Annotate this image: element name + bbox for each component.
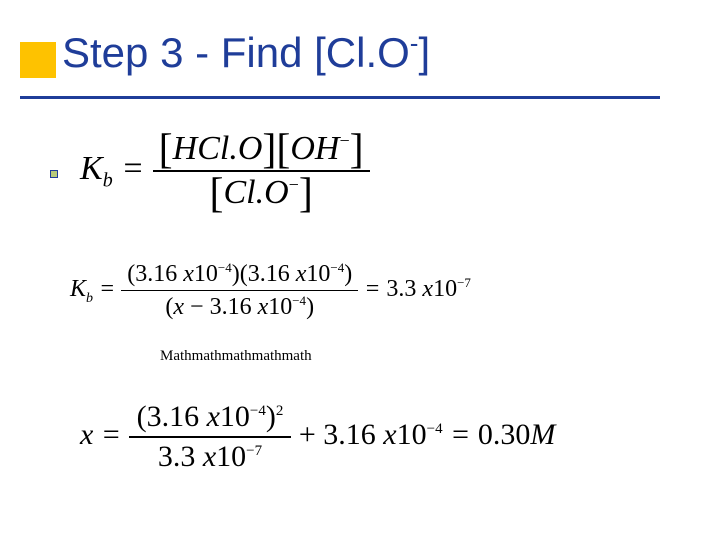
eq: = [358,276,386,302]
p: ) [232,261,240,287]
eq-sign: = [113,150,153,187]
x: x [416,276,433,302]
val: 0.30 [478,418,531,451]
c: 3.16 [248,261,290,287]
c: 3.16 [323,418,376,451]
x: x [177,261,194,287]
p: ) [344,261,352,287]
t: 10 [216,440,246,473]
eq2-denominator: (x − 3.16 x10−4) [121,291,358,321]
x: x [199,400,220,433]
bullet-icon [50,170,58,178]
equation-kb-definition: Kb = [HCl.O][OH−] [Cl.O−] [80,130,370,212]
hclo: HCl.O [173,130,263,167]
eq1-numerator: [HCl.O][OH−] [153,130,370,172]
kb-base: K [80,150,103,187]
x: x [252,294,269,320]
t: 10 [268,294,292,320]
eq2-fraction: (3.16 x10−4)(3.16 x10−4) (x − 3.16 x10−4… [121,260,358,321]
e: −7 [457,275,471,290]
clo: Cl.O [223,174,288,211]
oh: OH [290,130,339,167]
v: x [173,294,184,320]
sq: 2 [276,403,284,419]
t: 10 [397,418,427,451]
eq: = [93,418,128,451]
c: 3.3 [386,276,416,302]
x: x [195,440,216,473]
unit: M [530,418,555,451]
t: 10 [220,400,250,433]
br: [ [276,127,290,173]
e: −7 [246,443,262,459]
c: 3.3 [158,440,196,473]
br: ] [350,127,364,173]
t: 10 [194,261,218,287]
math-caption: Mathmathmathmathmath [160,348,312,365]
t: 10 [306,261,330,287]
equation-x-solve: x = (3.16 x10−4)2 3.3 x10−7 + 3.16 x10−4… [80,400,555,474]
accent-box [20,42,56,78]
e: −4 [250,403,266,419]
title-suffix: ] [418,29,430,76]
title-prefix: Step 3 - Find [Cl.O [62,29,410,76]
br: ] [299,171,313,217]
title-underline [20,96,660,99]
eq1-fraction: [HCl.O][OH−] [Cl.O−] [153,130,370,212]
p: ) [266,400,276,433]
eq3-fraction: (3.16 x10−4)2 3.3 x10−7 [129,400,292,474]
eq3-numerator: (3.16 x10−4)2 [129,400,292,438]
equation-kb-numeric: Kb = (3.16 x10−4)(3.16 x10−4) (x − 3.16 … [70,260,471,321]
lhs: x [80,418,93,451]
clo-sup: − [289,175,299,195]
c: 3.16 [210,294,252,320]
br: [ [159,127,173,173]
eq2-numerator: (3.16 x10−4)(3.16 x10−4) [121,260,358,291]
eq: = [443,418,478,451]
oh-sup: − [339,131,349,151]
x: x [290,261,307,287]
br: [ [209,171,223,217]
e: −4 [218,260,232,275]
kb-base: K [70,276,86,302]
e: −4 [292,293,306,308]
c: 3.16 [135,261,177,287]
p: ) [306,294,314,320]
plus: + [291,418,323,451]
eq: = [93,276,121,302]
t: 10 [433,276,457,302]
eq3-denominator: 3.3 x10−7 [129,438,292,474]
x: x [376,418,397,451]
kb-sub: b [86,291,93,306]
kb-sub: b [103,170,113,192]
br: ] [262,127,276,173]
eq1-denominator: [Cl.O−] [153,172,370,212]
e: −4 [427,421,443,437]
c: 3.16 [147,400,200,433]
e: −4 [330,260,344,275]
page-title: Step 3 - Find [Cl.O-] [62,28,430,77]
p: ( [137,400,147,433]
p: ( [240,261,248,287]
m: − [184,294,210,320]
